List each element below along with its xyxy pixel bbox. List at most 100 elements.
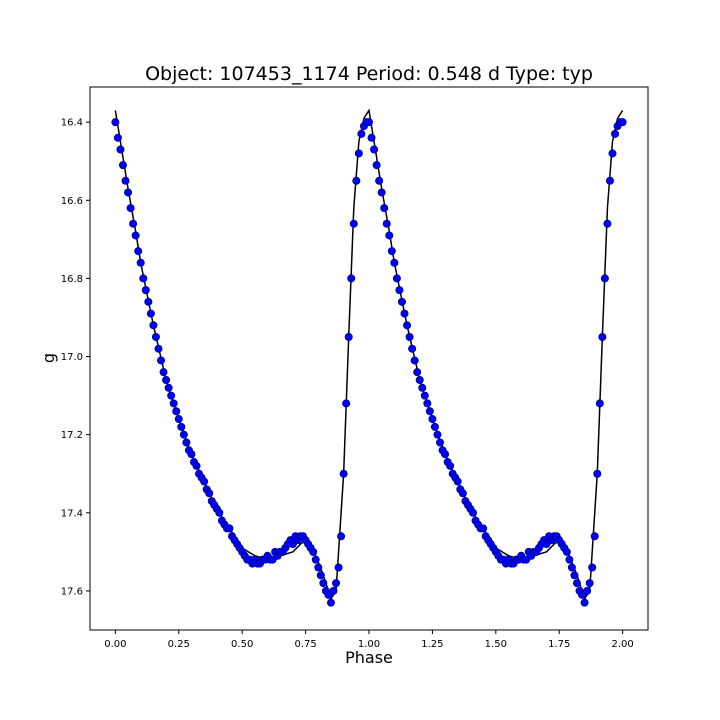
data-point [117, 146, 124, 153]
data-point [168, 392, 175, 399]
data-point [173, 408, 180, 415]
x-tick-label: 0.00 [104, 639, 126, 650]
data-point [393, 275, 400, 282]
data-point [135, 247, 142, 254]
y-tick-label: 16.6 [61, 196, 83, 207]
data-point [353, 177, 360, 184]
data-point [601, 275, 608, 282]
data-point [165, 384, 172, 391]
data-point [338, 533, 345, 540]
data-point [340, 470, 347, 477]
data-point [388, 247, 395, 254]
data-point [414, 369, 421, 376]
data-point [132, 232, 139, 239]
y-axis-label: g [39, 353, 58, 363]
x-tick-label: 0.50 [231, 639, 253, 650]
data-point [566, 556, 573, 563]
data-point [563, 548, 570, 555]
data-point [596, 400, 603, 407]
data-point [611, 130, 618, 137]
data-point [140, 275, 147, 282]
data-point [355, 150, 362, 157]
data-point [409, 345, 416, 352]
data-point [573, 580, 580, 587]
data-point [609, 150, 616, 157]
data-point [469, 509, 476, 516]
data-point [599, 333, 606, 340]
data-point [216, 509, 223, 516]
data-point [396, 287, 403, 294]
data-point [310, 548, 317, 555]
data-point [335, 564, 342, 571]
x-tick-label: 1.25 [421, 639, 443, 650]
x-tick-label: 0.25 [168, 639, 190, 650]
x-axis-label: Phase [345, 648, 393, 667]
data-point [226, 525, 233, 532]
data-point [586, 580, 593, 587]
data-point [606, 177, 613, 184]
data-point [370, 146, 377, 153]
data-point [152, 333, 159, 340]
x-tick-label: 2.00 [612, 639, 634, 650]
data-point [162, 376, 169, 383]
data-point [381, 205, 388, 212]
x-tick-label: 1.50 [485, 639, 507, 650]
data-point [193, 462, 200, 469]
data-point [421, 392, 428, 399]
data-point [160, 369, 167, 376]
data-point [178, 423, 185, 430]
data-point [312, 556, 319, 563]
data-point [124, 189, 131, 196]
data-point [386, 232, 393, 239]
data-point [317, 572, 324, 579]
data-point [441, 451, 448, 458]
data-point [398, 298, 405, 305]
data-point [376, 177, 383, 184]
data-point [454, 478, 461, 485]
data-point [119, 162, 126, 169]
data-point [391, 259, 398, 266]
data-point [426, 408, 433, 415]
data-point [619, 119, 626, 126]
y-tick-label: 17.6 [61, 586, 83, 597]
data-point [142, 287, 149, 294]
data-point [368, 134, 375, 141]
y-tick-label: 17.2 [61, 430, 83, 441]
data-point [345, 333, 352, 340]
data-point [330, 587, 337, 594]
y-tick-label: 16.8 [61, 274, 83, 285]
data-point [365, 119, 372, 126]
data-point [436, 439, 443, 446]
data-point [147, 310, 154, 317]
data-point [320, 580, 327, 587]
x-tick-label: 1.75 [548, 639, 570, 650]
data-point [343, 400, 350, 407]
data-point [175, 415, 182, 422]
data-point [180, 431, 187, 438]
y-tick-label: 17.0 [61, 352, 83, 363]
data-point [589, 564, 596, 571]
x-tick-label: 0.75 [294, 639, 316, 650]
data-point [112, 119, 119, 126]
data-point [350, 220, 357, 227]
data-point [411, 357, 418, 364]
data-point [571, 572, 578, 579]
data-point [358, 130, 365, 137]
data-point [416, 376, 423, 383]
data-point [114, 134, 121, 141]
data-point [447, 462, 454, 469]
data-point [127, 205, 134, 212]
data-point [383, 220, 390, 227]
data-point [201, 478, 208, 485]
data-point [459, 490, 466, 497]
data-point [604, 220, 611, 227]
data-point [584, 587, 591, 594]
data-point [401, 310, 408, 317]
data-point [155, 345, 162, 352]
data-point [419, 384, 426, 391]
data-point [348, 275, 355, 282]
data-point [581, 599, 588, 606]
data-point [373, 162, 380, 169]
data-point [424, 400, 431, 407]
